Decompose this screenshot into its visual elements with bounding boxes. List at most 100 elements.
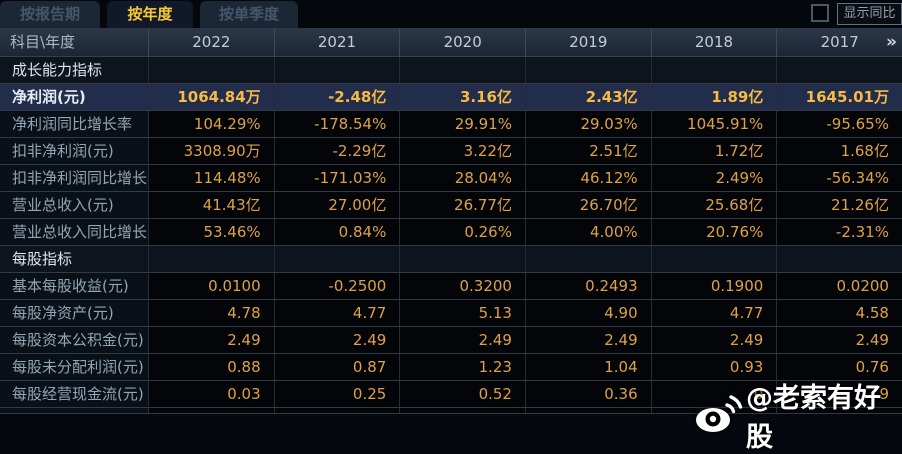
value-cell: 0.26%: [399, 219, 525, 245]
value-cell: [650, 57, 777, 83]
value-cell: 29.03%: [524, 111, 651, 137]
row-label: [0, 408, 148, 413]
value-cell: 0.0200: [776, 273, 902, 299]
value-cell: 4.00%: [524, 219, 651, 245]
row-label: 扣非净利润同比增长率: [0, 165, 148, 191]
table-row[interactable]: 净利润同比增长率 104.29% -178.54% 29.91% 29.03% 1045.…: [0, 111, 902, 138]
value-cell: 0.76: [776, 354, 902, 380]
row-label: 营业总收入(元): [0, 192, 148, 218]
value-cell: [776, 57, 902, 83]
value-cell: 0.3200: [399, 273, 525, 299]
value-cell: 2.51亿: [524, 138, 651, 164]
value-cell: 1645.01万: [776, 84, 902, 110]
value-cell: 4.78: [148, 300, 274, 326]
value-cell: 4.58: [776, 300, 902, 326]
section-header-row: 成长能力指标: [0, 57, 902, 84]
value-cell: 2.49: [399, 327, 525, 353]
value-cell: [399, 408, 525, 413]
row-label: 营业总收入同比增长率: [0, 219, 148, 245]
value-cell: 0.1900: [650, 273, 777, 299]
year-column-header: 2020: [399, 28, 525, 57]
row-label: 基本每股收益(元): [0, 273, 148, 299]
row-label: 净利润同比增长率: [0, 111, 148, 137]
table-row[interactable]: 每股资本公积金(元) 2.49 2.49 2.49 2.49 2.49 2.49: [0, 327, 902, 354]
value-cell: -2.31%: [776, 219, 902, 245]
value-cell: 0.52: [399, 381, 525, 407]
table-row[interactable]: 净利润(元) 1064.84万 -2.48亿 3.16亿 2.43亿 1.89亿 1645.…: [0, 84, 902, 111]
row-label: 成长能力指标: [0, 57, 148, 83]
row-label: 每股净资产(元): [0, 300, 148, 326]
value-cell: 104.29%: [148, 111, 274, 137]
row-label: 每股未分配利润(元): [0, 354, 148, 380]
value-cell: [776, 408, 902, 413]
table-body: 成长能力指标 净利润(元) 1064.84万 -2.48亿 3.16亿 2.43亿 1.89…: [0, 57, 902, 414]
value-cell: -178.54%: [273, 111, 400, 137]
value-cell: 29.91%: [399, 111, 525, 137]
value-cell: 3.22亿: [399, 138, 525, 164]
row-label: 每股指标: [0, 246, 148, 272]
table-row[interactable]: 营业总收入同比增长率 53.46% 0.84% 0.26% 4.00% 20.76% -2.…: [0, 219, 902, 246]
table-row[interactable]: 每股净资产(元) 4.78 4.77 5.13 4.90 4.77 4.58: [0, 300, 902, 327]
value-cell: 114.48%: [148, 165, 274, 191]
row-label: 扣非净利润(元): [0, 138, 148, 164]
table-row[interactable]: 每股经营现金流(元) 0.03 0.25 0.52 0.36 0 9: [0, 381, 902, 408]
value-cell: 27.00亿: [273, 192, 400, 218]
value-cell: -171.03%: [273, 165, 400, 191]
value-cell: 25.68亿: [650, 192, 777, 218]
value-cell: -56.34%: [776, 165, 902, 191]
tab-by-quarter[interactable]: 按单季度: [200, 1, 298, 28]
value-cell: 28.04%: [399, 165, 525, 191]
value-cell: 0.88: [148, 354, 274, 380]
value-cell: 2.49: [273, 327, 400, 353]
scroll-more-years-icon[interactable]: »: [886, 32, 897, 52]
corner-header-label: 科目\年度: [10, 33, 76, 51]
value-cell: 4.77: [650, 300, 777, 326]
value-cell: 2.49: [524, 327, 651, 353]
value-cell: 2.49: [650, 327, 777, 353]
show-yoy-checkbox[interactable]: [811, 4, 829, 22]
value-cell: -2.29亿: [273, 138, 400, 164]
value-cell: 26.70亿: [524, 192, 651, 218]
row-label: 净利润(元): [0, 84, 148, 110]
value-cell: 3.16亿: [399, 84, 525, 110]
value-cell: 46.12%: [524, 165, 651, 191]
value-cell: -95.65%: [776, 111, 902, 137]
value-cell: 1.89亿: [650, 84, 777, 110]
value-cell: 0.0100: [148, 273, 274, 299]
value-cell: [524, 57, 651, 83]
clipped-next-row: [0, 408, 902, 414]
tab-by-report-period[interactable]: 按报告期: [0, 1, 100, 28]
show-yoy-button[interactable]: 显示同比: [837, 3, 902, 25]
tab-by-year[interactable]: 按年度: [107, 1, 193, 28]
value-cell: 1.72亿: [650, 138, 777, 164]
table-row[interactable]: 营业总收入(元) 41.43亿 27.00亿 26.77亿 26.70亿 25.68亿 21…: [0, 192, 902, 219]
value-cell: 1045.91%: [650, 111, 777, 137]
value-cell: 20.76%: [650, 219, 777, 245]
value-cell: 0.36: [524, 381, 651, 407]
value-cell: 4.77: [273, 300, 400, 326]
value-cell: [399, 57, 525, 83]
value-cell: [148, 246, 274, 272]
year-column-header: 2022: [148, 28, 274, 57]
value-cell: 2.49: [776, 327, 902, 353]
table-row[interactable]: 扣非净利润(元) 3308.90万 -2.29亿 3.22亿 2.51亿 1.72亿 1.6…: [0, 138, 902, 165]
value-cell: [650, 408, 777, 413]
value-cell: [273, 408, 400, 413]
value-cell: [148, 57, 274, 83]
value-cell: 0: [650, 381, 777, 407]
value-cell: 41.43亿: [148, 192, 274, 218]
value-cell: 21.26亿: [776, 192, 902, 218]
value-cell: 1064.84万: [148, 84, 274, 110]
value-cell: [650, 246, 777, 272]
value-cell: 0.03: [148, 381, 274, 407]
table-row[interactable]: 扣非净利润同比增长率 114.48% -171.03% 28.04% 46.12% 2.4…: [0, 165, 902, 192]
value-cell: 1.68亿: [776, 138, 902, 164]
table-row[interactable]: 每股未分配利润(元) 0.88 0.87 1.23 1.04 0.93 0.76: [0, 354, 902, 381]
value-cell: [148, 408, 274, 413]
year-column-header: 2018: [650, 28, 777, 57]
value-cell: 3308.90万: [148, 138, 274, 164]
row-label: 每股经营现金流(元): [0, 381, 148, 407]
value-cell: 1.04: [524, 354, 651, 380]
value-cell: 0.84%: [273, 219, 400, 245]
table-row[interactable]: 基本每股收益(元) 0.0100 -0.2500 0.3200 0.2493 0.1900…: [0, 273, 902, 300]
